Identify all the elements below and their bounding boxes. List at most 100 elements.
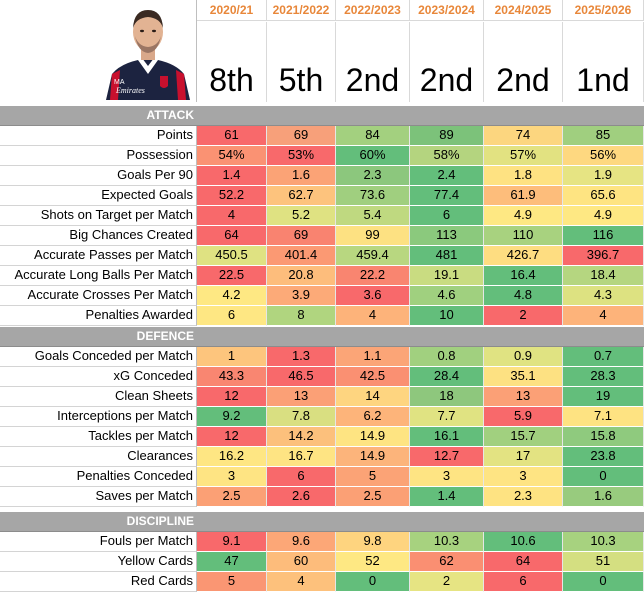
stat-value-cell: 116	[563, 226, 644, 246]
season-year-4: 2024/2025	[484, 0, 563, 21]
stat-value-cell: 4	[267, 572, 336, 592]
stat-label: Accurate Passes per Match	[0, 246, 197, 266]
stat-value-cell: 61.9	[484, 186, 563, 206]
stat-value-cell: 64	[484, 552, 563, 572]
stat-value-cell: 20.8	[267, 266, 336, 286]
stat-value-cell: 4.6	[410, 286, 484, 306]
stat-label: Clearances	[0, 447, 197, 467]
stat-value-cell: 99	[336, 226, 410, 246]
stat-label: Clean Sheets	[0, 387, 197, 407]
stat-value-cell: 9.1	[197, 532, 267, 552]
stat-value-cell: 1	[197, 347, 267, 367]
stat-value-cell: 6	[197, 306, 267, 326]
stat-value-cell: 0.7	[563, 347, 644, 367]
stat-value-cell: 16.7	[267, 447, 336, 467]
stat-label: Goals Per 90	[0, 166, 197, 186]
season-year-1: 2021/2022	[267, 0, 336, 21]
stat-value-cell: 7.8	[267, 407, 336, 427]
stat-value-cell: 84	[336, 126, 410, 146]
stat-value-cell: 4.9	[484, 206, 563, 226]
stat-value-cell: 15.8	[563, 427, 644, 447]
stat-value-cell: 73.6	[336, 186, 410, 206]
stat-value-cell: 22.2	[336, 266, 410, 286]
stat-value-cell: 3	[197, 467, 267, 487]
stat-value-cell: 15.7	[484, 427, 563, 447]
section-header-defence: DEFENCE	[0, 327, 197, 347]
stat-value-cell: 58%	[410, 146, 484, 166]
stat-value-cell: 14.9	[336, 447, 410, 467]
stat-value-cell: 69	[267, 126, 336, 146]
stat-value-cell: 4	[336, 306, 410, 326]
stat-label: Interceptions per Match	[0, 407, 197, 427]
section-header-discipline: DISCIPLINE	[0, 512, 197, 532]
stat-value-cell: 13	[267, 387, 336, 407]
stat-value-cell: 8	[267, 306, 336, 326]
stat-value-cell: 426.7	[484, 246, 563, 266]
stat-value-cell: 12.7	[410, 447, 484, 467]
stat-value-cell: 23.8	[563, 447, 644, 467]
stat-value-cell: 0.8	[410, 347, 484, 367]
stat-value-cell: 47	[197, 552, 267, 572]
stat-value-cell: 4.2	[197, 286, 267, 306]
section-header-fill	[197, 327, 644, 347]
league-position-0: 8th	[197, 22, 267, 102]
stat-value-cell: 6	[484, 572, 563, 592]
stat-label: Red Cards	[0, 572, 197, 592]
stat-value-cell: 5.9	[484, 407, 563, 427]
stat-value-cell: 51	[563, 552, 644, 572]
league-position-1: 5th	[267, 22, 336, 102]
stat-value-cell: 4.3	[563, 286, 644, 306]
stat-label: Accurate Crosses Per Match	[0, 286, 197, 306]
stat-value-cell: 64	[197, 226, 267, 246]
stat-value-cell: 62	[410, 552, 484, 572]
stat-value-cell: 53%	[267, 146, 336, 166]
stat-value-cell: 2.5	[197, 487, 267, 507]
stat-label: Expected Goals	[0, 186, 197, 206]
league-position-5: 1nd	[563, 22, 644, 102]
stat-value-cell: 14.2	[267, 427, 336, 447]
stat-value-cell: 3.6	[336, 286, 410, 306]
stat-value-cell: 46.5	[267, 367, 336, 387]
stat-value-cell: 2.4	[410, 166, 484, 186]
stat-value-cell: 450.5	[197, 246, 267, 266]
stat-value-cell: 1.4	[197, 166, 267, 186]
stat-value-cell: 3.9	[267, 286, 336, 306]
stat-value-cell: 4.9	[563, 206, 644, 226]
season-year-0: 2020/21	[197, 0, 267, 21]
stat-value-cell: 2.5	[336, 487, 410, 507]
stat-value-cell: 1.1	[336, 347, 410, 367]
section-header-fill	[197, 106, 644, 126]
stat-value-cell: 28.4	[410, 367, 484, 387]
stat-value-cell: 1.8	[484, 166, 563, 186]
stat-value-cell: 401.4	[267, 246, 336, 266]
stat-value-cell: 18	[410, 387, 484, 407]
stat-value-cell: 5	[336, 467, 410, 487]
league-position-4: 2nd	[484, 22, 563, 102]
stat-value-cell: 12	[197, 387, 267, 407]
stat-value-cell: 5	[197, 572, 267, 592]
stat-value-cell: 62.7	[267, 186, 336, 206]
stat-value-cell: 43.3	[197, 367, 267, 387]
stat-value-cell: 2	[410, 572, 484, 592]
sponsor-logo-text: Emirates	[115, 86, 145, 95]
stat-value-cell: 0	[563, 467, 644, 487]
stat-value-cell: 1.6	[267, 166, 336, 186]
stat-value-cell: 5.2	[267, 206, 336, 226]
stat-value-cell: 10.3	[563, 532, 644, 552]
stat-value-cell: 14	[336, 387, 410, 407]
stat-value-cell: 2	[484, 306, 563, 326]
stat-value-cell: 113	[410, 226, 484, 246]
stat-value-cell: 1.6	[563, 487, 644, 507]
stat-value-cell: 60%	[336, 146, 410, 166]
badge-initials: MA	[114, 79, 125, 86]
stat-label: Yellow Cards	[0, 552, 197, 572]
stat-label: Goals Conceded per Match	[0, 347, 197, 367]
stat-label: Points	[0, 126, 197, 146]
stat-value-cell: 16.4	[484, 266, 563, 286]
stat-value-cell: 1.3	[267, 347, 336, 367]
stat-value-cell: 0	[563, 572, 644, 592]
stat-value-cell: 65.6	[563, 186, 644, 206]
stat-value-cell: 3	[484, 467, 563, 487]
stat-value-cell: 3	[410, 467, 484, 487]
stat-value-cell: 10	[410, 306, 484, 326]
